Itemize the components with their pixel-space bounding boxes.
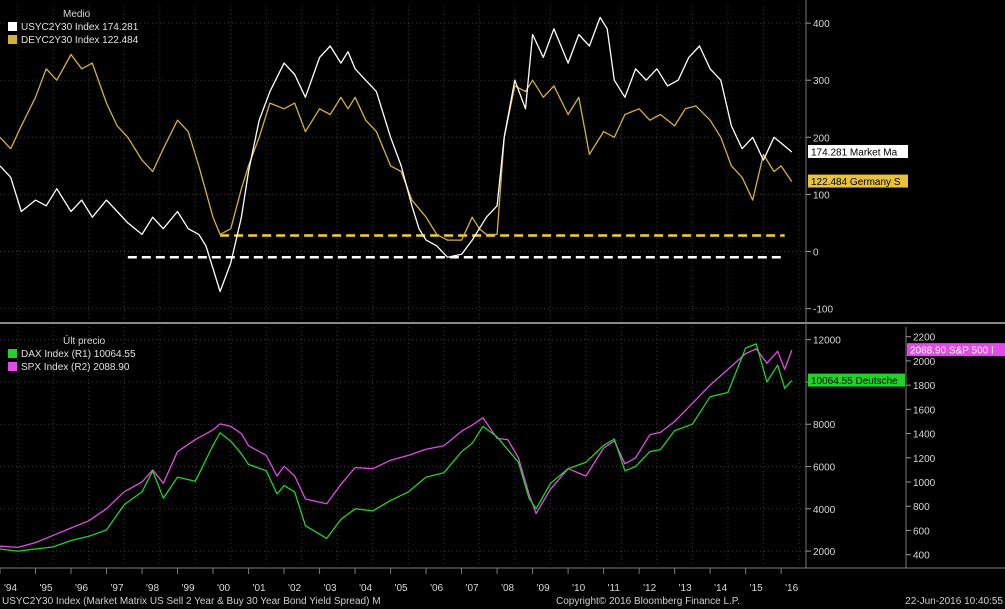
x-tick-label: '02	[288, 583, 301, 594]
footer-timestamp: 22-Jun-2016 10:40:55	[905, 596, 1003, 607]
legend-swatch	[8, 349, 17, 358]
value-tag-usyc2y30-bg	[808, 144, 908, 158]
series-line-dax	[0, 343, 793, 552]
bottom-y1-tick-label: 4000	[813, 505, 836, 516]
x-tick-label: '05	[395, 583, 408, 594]
bottom-y1-tick-label: 2000	[813, 547, 836, 558]
footer: USYC2Y30 Index (Market Matrix US Sell 2 …	[0, 594, 1005, 609]
top-y-tick-label: -100	[813, 305, 833, 316]
x-tick-label: '11	[608, 583, 621, 594]
value-tag-dax: 10064.55 Deutsche	[811, 376, 898, 387]
x-tick-label: '16	[785, 583, 798, 594]
legend-title: Últ precio	[63, 334, 106, 347]
legend-swatch	[8, 22, 17, 31]
bottom-y2-tick-label: 1400	[913, 430, 936, 441]
footer-description: USYC2Y30 Index (Market Matrix US Sell 2 …	[2, 596, 381, 607]
top-y-tick-label: 200	[813, 133, 830, 144]
bottom-y2-tick-label: 800	[913, 502, 930, 513]
series-line-usyc2y30	[0, 16, 793, 293]
bottom-legend: Últ precio DAX Index (R1) 10064.55 SPX Ind…	[8, 334, 136, 373]
x-tick-label: '99	[182, 583, 195, 594]
value-tag-dax-bg	[808, 373, 905, 387]
top-y-tick-label: 100	[813, 190, 830, 201]
x-tick-label: '10	[572, 583, 585, 594]
x-tick-label: '07	[466, 583, 479, 594]
legend-swatch	[8, 362, 17, 371]
bottom-y2-tick-label: 1600	[913, 405, 936, 416]
x-tick-label: '96	[75, 583, 88, 594]
bottom-y1-tick-label: 8000	[813, 420, 836, 431]
value-tag-usyc2y30: 174.281 Market Ma	[811, 147, 898, 158]
x-tick-label: '98	[146, 583, 159, 594]
x-tick-label: '13	[679, 583, 692, 594]
bloomberg-chart: '94 '95 '96 '97 '98 '99 '00 '01 '02 '03 '04 '05 '06 '…	[0, 0, 1005, 594]
value-tag-deyc2y30: 122.484 Germany S	[811, 177, 901, 188]
bottom-y2-tick-label: 2000	[913, 357, 936, 368]
top-y-tick-label: 400	[813, 19, 830, 30]
legend-entry: DEYC2Y30 Index 122.484	[21, 35, 139, 46]
x-tick-label: '01	[253, 583, 266, 594]
x-tick-label: '15	[750, 583, 763, 594]
bottom-y2-tick-label: 400	[913, 551, 930, 562]
x-tick-label: '04	[359, 583, 372, 594]
bottom-y1-tick-label: 6000	[813, 463, 836, 474]
top-y-tick-label: 0	[813, 247, 819, 258]
x-tick-label: '94	[4, 583, 17, 594]
x-tick-label: '14	[714, 583, 727, 594]
legend-entry: SPX Index (R2) 2088.90	[21, 362, 130, 373]
bottom-y1-tick-label: 12000	[813, 336, 841, 347]
bottom-y2-tick-label: 2200	[913, 333, 936, 344]
legend-swatch	[8, 35, 17, 44]
x-tick-label: '06	[430, 583, 443, 594]
bottom-y2-tick-label: 1000	[913, 478, 936, 489]
legend-entry: USYC2Y30 Index 174.281	[21, 22, 139, 33]
bottom-y2-tick-label: 1200	[913, 454, 936, 465]
value-tag-spx-bg	[907, 343, 1005, 357]
top-y-tick-label: 300	[813, 76, 830, 87]
x-tick-label: '03	[324, 583, 337, 594]
x-tick-label: '09	[537, 583, 550, 594]
series-line-deyc2y30	[0, 53, 793, 241]
bottom-y2-tick-label: 1800	[913, 381, 936, 392]
footer-copyright: Copyright© 2016 Bloomberg Finance L.P.	[556, 596, 740, 607]
bottom-y2-tick-label: 600	[913, 526, 930, 537]
x-tick-label: '97	[111, 583, 124, 594]
value-tag-spx: 2088.90 S&P 500 I	[910, 346, 994, 357]
series-line-spx	[0, 348, 793, 549]
x-tick-label: '08	[501, 583, 514, 594]
x-tick-label: '12	[643, 583, 656, 594]
value-tag-deyc2y30-bg	[808, 174, 908, 188]
legend-title: Medio	[63, 9, 91, 20]
x-tick-label: '00	[217, 583, 230, 594]
top-legend: Medio USYC2Y30 Index 174.281 DEYC2Y30 Inde…	[8, 9, 139, 46]
legend-entry: DAX Index (R1) 10064.55	[21, 349, 136, 360]
x-tick-label: '95	[40, 583, 53, 594]
